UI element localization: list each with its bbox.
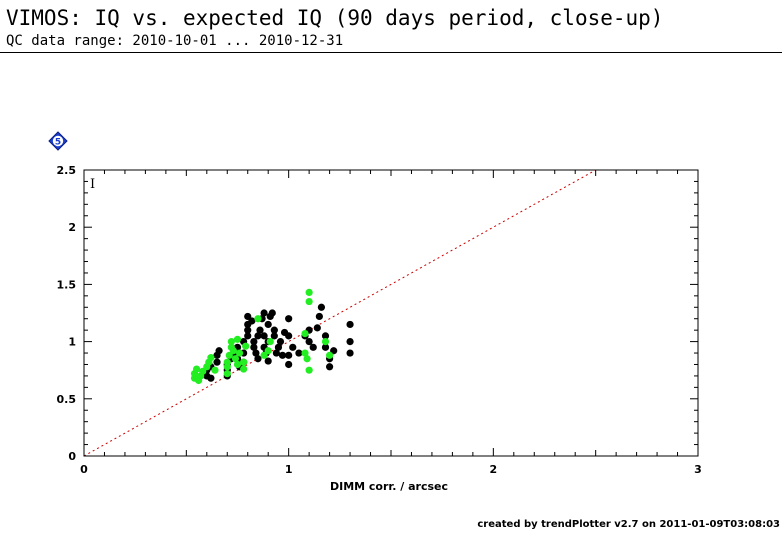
data-point [229,347,238,355]
y-tick-label: 0 [68,450,76,463]
data-point [223,358,231,366]
data-point [301,329,309,338]
data-point [233,360,242,369]
data-point [321,332,330,340]
data-point [192,365,201,373]
data-point [264,320,272,329]
data-point [301,349,309,357]
data-point [213,358,221,366]
plot-frame [83,169,699,457]
data-point [305,366,313,374]
data-point [244,312,252,321]
data-point [207,374,215,382]
y-tick-label: 1.5 [57,278,77,291]
data-point [254,355,262,363]
data-point [272,349,280,357]
data-point [270,326,278,334]
data-point [260,351,268,359]
footer-credit: created by trendPlotter v2.7 on 2011-01-… [477,519,780,530]
date-range-subtitle: QC data range: 2010-10-01 ... 2010-12-31 [6,33,344,49]
data-point [244,326,252,334]
data-point [305,338,313,346]
panel-number-badge[interactable]: 5 [48,131,68,151]
x-tick-label: 1 [285,463,293,476]
data-point [240,365,248,373]
data-point [215,347,223,355]
data-point [252,349,260,357]
data-point [256,326,264,334]
data-point [278,351,287,359]
data-point [266,338,274,346]
page-title: VIMOS: IQ vs. expected IQ (90 days perio… [6,6,664,30]
data-point [227,338,235,346]
data-point [326,351,334,359]
y-tick-label: 1 [68,336,76,349]
data-point [250,343,258,351]
data-point [248,317,256,325]
data-point [260,309,268,317]
data-point [285,351,293,359]
x-tick-label: 0 [80,463,88,476]
data-point [244,332,252,340]
data-point [326,363,334,371]
y-tick-label: 2 [68,221,76,234]
data-point [317,303,326,311]
data-point [276,338,285,346]
data-point [254,332,262,340]
data-point [264,357,272,365]
data-point [242,342,250,350]
badge-label: 5 [55,138,61,148]
data-point [274,343,283,351]
data-point [313,324,321,332]
data-point [346,320,354,329]
data-point [254,315,262,323]
data-point [309,343,317,351]
data-point [235,349,244,357]
x-axis-label: DIMM corr. / arcsec [330,480,448,493]
x-tick-label: 3 [694,463,702,476]
data-point [250,338,258,346]
data-point [225,351,233,359]
data-point [305,297,313,306]
data-point [330,347,338,355]
data-point [285,332,293,340]
data-point [285,315,293,323]
y-tick-label: 2.5 [57,164,77,177]
data-point [305,288,313,297]
data-point [295,349,303,357]
data-point [233,335,242,343]
y-tick-label: 0.5 [57,393,77,406]
data-point [199,367,207,375]
data-point [289,343,297,351]
data-point [268,309,276,317]
data-point [321,343,330,351]
panel-label: I [90,177,95,192]
data-point [315,312,323,321]
series-black [203,303,354,382]
data-point [346,338,354,346]
data-point [240,358,248,366]
data-point [285,360,293,369]
data-point [264,347,272,355]
data-point [303,355,311,363]
data-point [346,349,354,357]
data-point [211,366,219,374]
data-point [260,332,268,340]
x-tick-label: 2 [490,463,498,476]
data-point [270,332,278,340]
data-point [223,370,231,378]
header-divider [0,52,782,53]
data-point [231,355,240,363]
data-point [321,338,330,346]
reference-line [84,170,596,456]
data-point [207,354,215,362]
series-green [190,288,334,385]
